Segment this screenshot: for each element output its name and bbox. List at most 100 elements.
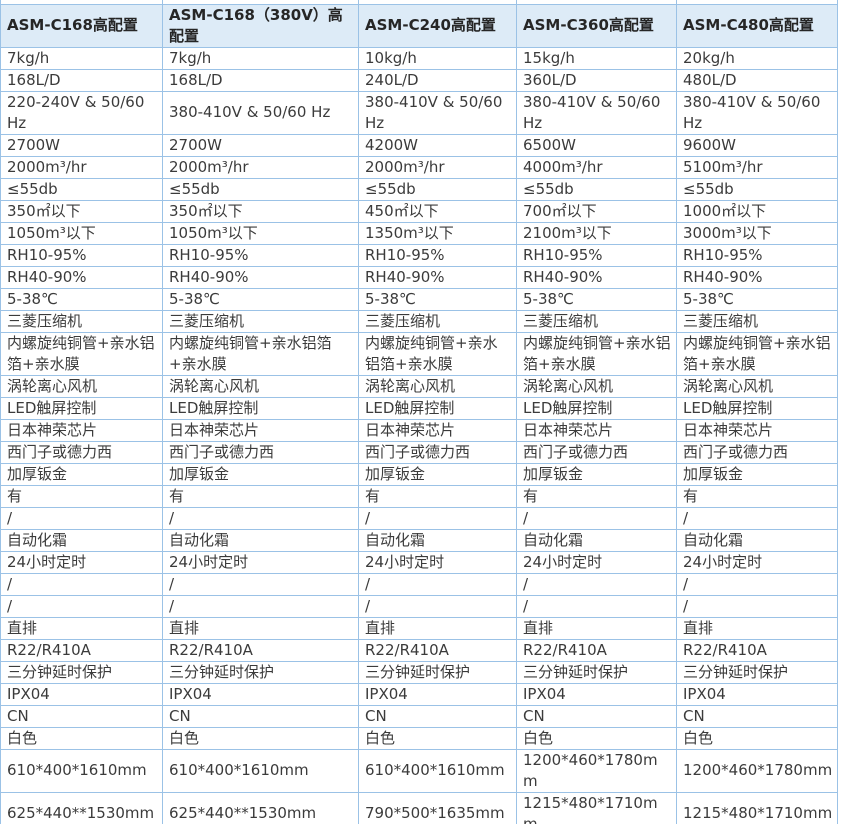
table-cell[interactable]: 加厚钣金 bbox=[516, 462, 677, 486]
table-cell[interactable]: 24小时定时 bbox=[516, 550, 677, 574]
table-cell[interactable]: 直排 bbox=[676, 616, 838, 640]
table-cell[interactable]: 610*400*1610mm bbox=[162, 748, 359, 793]
table-cell[interactable]: 涡轮离心风机 bbox=[162, 374, 359, 398]
table-cell[interactable]: 5-38℃ bbox=[0, 287, 163, 311]
table-cell[interactable]: R22/R410A bbox=[0, 638, 163, 662]
table-cell[interactable]: RH10-95% bbox=[358, 243, 517, 267]
table-cell[interactable]: RH10-95% bbox=[676, 243, 838, 267]
table-cell[interactable]: CN bbox=[676, 704, 838, 728]
table-cell[interactable]: 20kg/h bbox=[676, 46, 838, 70]
table-cell[interactable]: 1200*460*1780mm bbox=[676, 748, 838, 793]
table-cell[interactable]: ≤55db bbox=[0, 177, 163, 201]
table-cell[interactable]: 西门子或德力西 bbox=[516, 440, 677, 464]
table-cell[interactable]: 24小时定时 bbox=[0, 550, 163, 574]
table-cell[interactable]: 自动化霜 bbox=[0, 528, 163, 552]
table-cell[interactable]: 1050m³以下 bbox=[0, 221, 163, 245]
table-cell[interactable]: 直排 bbox=[516, 616, 677, 640]
table-cell[interactable]: 24小时定时 bbox=[676, 550, 838, 574]
table-cell[interactable]: 1215*480*1710mm bbox=[676, 791, 838, 824]
table-cell[interactable]: LED触屏控制 bbox=[358, 396, 517, 420]
table-cell[interactable]: / bbox=[516, 572, 677, 596]
table-cell[interactable]: / bbox=[358, 572, 517, 596]
table-cell[interactable]: 24小时定时 bbox=[162, 550, 359, 574]
table-cell[interactable]: 4000m³/hr bbox=[516, 155, 677, 179]
table-cell[interactable]: 三菱压缩机 bbox=[162, 309, 359, 333]
table-cell[interactable]: / bbox=[162, 572, 359, 596]
table-cell[interactable]: 7kg/h bbox=[162, 46, 359, 70]
table-cell[interactable]: 1000㎡以下 bbox=[676, 199, 838, 223]
table-cell[interactable]: 加厚钣金 bbox=[676, 462, 838, 486]
table-cell[interactable]: 有 bbox=[516, 484, 677, 508]
table-cell[interactable]: 自动化霜 bbox=[358, 528, 517, 552]
table-cell[interactable]: 加厚钣金 bbox=[0, 462, 163, 486]
table-cell[interactable]: RH10-95% bbox=[162, 243, 359, 267]
table-cell[interactable]: 涡轮离心风机 bbox=[516, 374, 677, 398]
table-cell[interactable]: 白色 bbox=[676, 726, 838, 750]
table-cell[interactable]: 380-410V & 50/60 Hz bbox=[516, 90, 677, 135]
table-cell[interactable]: 日本神荣芯片 bbox=[676, 418, 838, 442]
table-cell[interactable]: 三菱压缩机 bbox=[516, 309, 677, 333]
table-cell[interactable]: / bbox=[676, 572, 838, 596]
table-cell[interactable]: 西门子或德力西 bbox=[676, 440, 838, 464]
table-cell[interactable]: 1200*460*1780mm bbox=[516, 748, 677, 793]
table-cell[interactable]: 2000m³/hr bbox=[358, 155, 517, 179]
table-cell[interactable]: R22/R410A bbox=[162, 638, 359, 662]
table-cell[interactable]: RH40-90% bbox=[676, 265, 838, 289]
column-header-asm-c168[interactable]: ASM-C168高配置 bbox=[0, 3, 163, 48]
table-cell[interactable]: 白色 bbox=[516, 726, 677, 750]
table-cell[interactable]: 220-240V & 50/60 Hz bbox=[0, 90, 163, 135]
table-cell[interactable]: IPX04 bbox=[162, 682, 359, 706]
table-cell[interactable]: CN bbox=[162, 704, 359, 728]
table-cell[interactable]: / bbox=[516, 506, 677, 530]
table-cell[interactable]: 240L/D bbox=[358, 68, 517, 92]
table-cell[interactable]: 350㎡以下 bbox=[0, 199, 163, 223]
table-cell[interactable]: / bbox=[676, 506, 838, 530]
table-cell[interactable]: 直排 bbox=[358, 616, 517, 640]
table-cell[interactable]: R22/R410A bbox=[676, 638, 838, 662]
table-cell[interactable]: LED触屏控制 bbox=[0, 396, 163, 420]
table-cell[interactable]: 1050m³以下 bbox=[162, 221, 359, 245]
table-cell[interactable]: / bbox=[358, 506, 517, 530]
table-cell[interactable]: 三分钟延时保护 bbox=[162, 660, 359, 684]
table-cell[interactable]: 380-410V & 50/60 Hz bbox=[358, 90, 517, 135]
column-header-asm-c480[interactable]: ASM-C480高配置 bbox=[676, 3, 838, 48]
table-cell[interactable]: 三菱压缩机 bbox=[0, 309, 163, 333]
table-cell[interactable]: RH40-90% bbox=[516, 265, 677, 289]
table-cell[interactable]: 168L/D bbox=[0, 68, 163, 92]
table-cell[interactable]: 9600W bbox=[676, 133, 838, 157]
table-cell[interactable]: 6500W bbox=[516, 133, 677, 157]
table-cell[interactable]: 450㎡以下 bbox=[358, 199, 517, 223]
table-cell[interactable]: 380-410V & 50/60 Hz bbox=[162, 90, 359, 135]
table-cell[interactable]: LED触屏控制 bbox=[676, 396, 838, 420]
table-cell[interactable]: 涡轮离心风机 bbox=[0, 374, 163, 398]
table-cell[interactable]: ≤55db bbox=[162, 177, 359, 201]
table-cell[interactable]: RH40-90% bbox=[0, 265, 163, 289]
table-cell[interactable]: 700㎡以下 bbox=[516, 199, 677, 223]
table-cell[interactable]: 日本神荣芯片 bbox=[162, 418, 359, 442]
table-cell[interactable]: LED触屏控制 bbox=[162, 396, 359, 420]
table-cell[interactable]: 自动化霜 bbox=[516, 528, 677, 552]
table-cell[interactable]: ≤55db bbox=[358, 177, 517, 201]
table-cell[interactable]: ≤55db bbox=[516, 177, 677, 201]
table-cell[interactable]: 加厚钣金 bbox=[358, 462, 517, 486]
table-cell[interactable]: 自动化霜 bbox=[676, 528, 838, 552]
table-cell[interactable]: 加厚钣金 bbox=[162, 462, 359, 486]
table-cell[interactable]: RH10-95% bbox=[516, 243, 677, 267]
table-cell[interactable]: R22/R410A bbox=[358, 638, 517, 662]
table-cell[interactable]: 3000m³以下 bbox=[676, 221, 838, 245]
table-cell[interactable]: 5-38℃ bbox=[358, 287, 517, 311]
table-cell[interactable]: 625*440**1530mm bbox=[0, 791, 163, 824]
table-cell[interactable]: 自动化霜 bbox=[162, 528, 359, 552]
table-cell[interactable]: 直排 bbox=[0, 616, 163, 640]
table-cell[interactable]: 有 bbox=[162, 484, 359, 508]
table-cell[interactable]: 610*400*1610mm bbox=[358, 748, 517, 793]
table-cell[interactable]: 有 bbox=[358, 484, 517, 508]
table-cell[interactable]: 1350m³以下 bbox=[358, 221, 517, 245]
table-cell[interactable]: 610*400*1610mm bbox=[0, 748, 163, 793]
column-header-asm-c360[interactable]: ASM-C360高配置 bbox=[516, 3, 677, 48]
table-cell[interactable]: 日本神荣芯片 bbox=[0, 418, 163, 442]
table-cell[interactable]: / bbox=[162, 594, 359, 618]
table-cell[interactable]: / bbox=[358, 594, 517, 618]
table-cell[interactable]: R22/R410A bbox=[516, 638, 677, 662]
table-cell[interactable]: 2100m³以下 bbox=[516, 221, 677, 245]
